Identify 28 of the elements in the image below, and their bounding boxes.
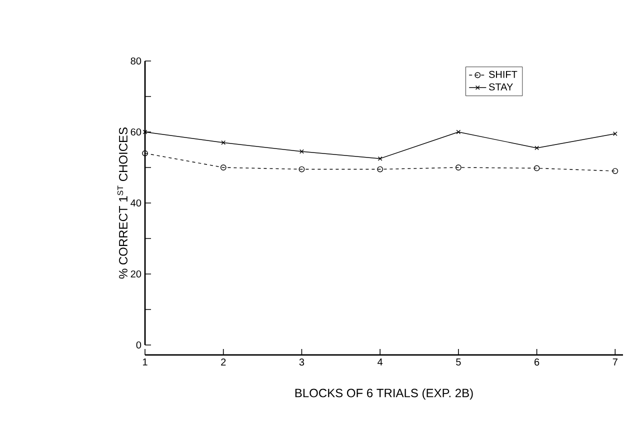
x-tick-label: 6	[534, 358, 540, 366]
y-tick-label: 60	[130, 128, 142, 136]
point	[378, 156, 382, 161]
x-tick-label: 5	[456, 358, 461, 366]
point	[300, 149, 304, 154]
point	[377, 166, 384, 172]
legend-label: STAY	[488, 83, 513, 90]
point	[220, 164, 226, 170]
point	[221, 140, 226, 145]
point	[534, 165, 540, 172]
x-tick-label: 3	[299, 358, 304, 366]
point	[455, 164, 462, 170]
x-tick-label: 2	[221, 358, 226, 366]
point	[612, 168, 618, 174]
point	[142, 150, 148, 156]
y-tick-label: 20	[130, 270, 142, 278]
x-tick-label: 1	[142, 358, 148, 366]
y-tick-label: 80	[130, 57, 142, 65]
x-tick-label: 4	[378, 358, 383, 366]
x-axis-title: BLOCKS OF 6 TRIALS (EXP. 2B)	[295, 388, 473, 400]
point	[534, 146, 539, 150]
y-tick-label: 0	[136, 341, 142, 349]
x-tick-label: 7	[612, 358, 618, 366]
y-axis-title: % CORRECT 1$^{ST}$ CHOICES	[117, 128, 128, 279]
legend-label: SHIFT	[488, 70, 518, 78]
y-tick-label: 40	[130, 199, 142, 207]
point	[456, 130, 461, 134]
point	[298, 166, 305, 172]
